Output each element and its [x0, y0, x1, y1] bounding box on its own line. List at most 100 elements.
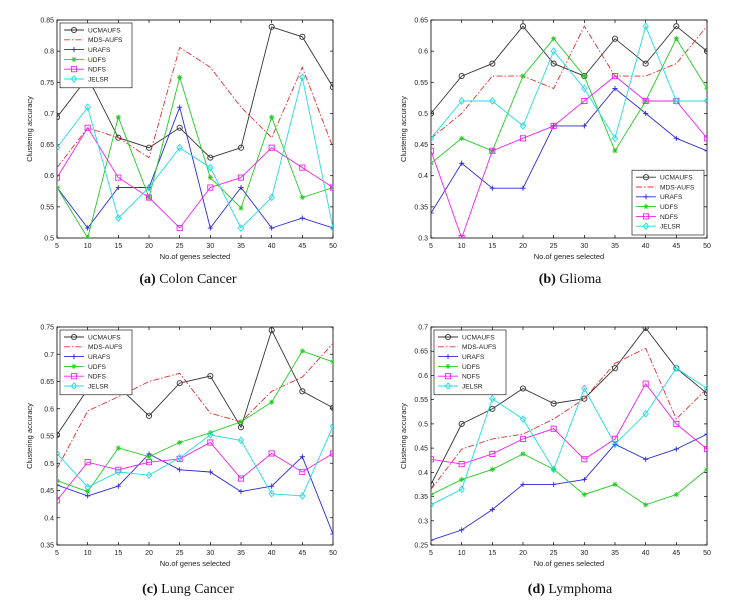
- x-tick-label-c-9: 50: [329, 550, 337, 557]
- legend-label-b-2: URAFS: [660, 194, 683, 201]
- data-point-d-ndfs-3: [519, 435, 527, 442]
- data-point-a-jelsr-7: [268, 193, 275, 202]
- legend-label-c-5: JELSR: [88, 383, 109, 390]
- x-tick-label-d-2: 15: [488, 550, 496, 557]
- data-point-d-ucmaufs-9: [703, 390, 707, 397]
- data-point-d-urafs-2: [489, 507, 495, 513]
- series-line-c-udfs: [57, 350, 333, 493]
- legend-marker-d-0: [444, 333, 452, 341]
- legend-label-c-4: NDFS: [88, 374, 107, 381]
- data-point-a-jelsr-2: [115, 214, 122, 222]
- legend-marker-c-0: [70, 333, 78, 341]
- data-point-b-urafs-2: [489, 185, 495, 191]
- y-tick-label-b-4: 0.5: [418, 111, 428, 118]
- x-tick-label-c-5: 30: [206, 550, 214, 557]
- legend-a: UCMAUFS MDS-AUFS URAFS UDFS NDFS JELSR: [59, 22, 133, 89]
- y-axis-label-d: Clustering accuracy: [399, 403, 408, 469]
- y-tick-label-b-7: 0.65: [414, 18, 428, 25]
- data-point-b-ndfs-5: [581, 97, 588, 105]
- data-point-a-udfs-5: [207, 174, 213, 181]
- data-point-b-udfs-8: [673, 36, 679, 42]
- y-tick-label-a-1: 0.55: [40, 204, 54, 211]
- data-point-d-jelsr-3: [519, 415, 527, 423]
- legend-marker-a-0: [70, 26, 78, 34]
- series-line-b-urafs: [431, 87, 707, 214]
- data-point-c-udfs-8: [299, 348, 305, 354]
- data-point-a-ndfs-3: [145, 194, 153, 201]
- series-group-b: [431, 22, 707, 238]
- data-point-c-urafs-5: [207, 469, 213, 475]
- data-point-d-ucmaufs-2: [489, 405, 496, 412]
- data-point-c-ucmaufs-6: [237, 424, 245, 431]
- data-point-d-jelsr-5: [581, 384, 588, 393]
- legend-marker-d-2: [445, 354, 451, 360]
- legend-label-d-3: UDFS: [462, 364, 481, 371]
- data-point-c-urafs-4: [177, 467, 183, 473]
- x-tick-label-b-5: 30: [580, 243, 588, 250]
- data-point-a-udfs-8: [299, 194, 305, 201]
- legend-marker-a-5: [70, 75, 78, 83]
- series-line-b-udfs: [431, 37, 707, 164]
- data-point-a-udfs-7: [269, 114, 275, 120]
- data-point-b-urafs-1: [459, 160, 465, 166]
- caption-d-label: (d): [527, 582, 545, 597]
- legend-marker-a-3: [71, 56, 77, 62]
- data-point-d-udfs-1: [459, 477, 465, 483]
- data-point-b-urafs-8: [673, 135, 679, 141]
- data-point-c-jelsr-9: [329, 422, 333, 431]
- data-point-b-jelsr-4: [550, 47, 557, 56]
- data-point-d-jelsr-1: [458, 485, 465, 494]
- data-point-d-ndfs-2: [489, 450, 496, 457]
- data-point-b-ucmaufs-4: [550, 60, 557, 67]
- data-point-c-urafs-2: [115, 483, 121, 489]
- x-tick-label-b-4: 25: [550, 243, 558, 250]
- data-point-c-ucmaufs-9: [329, 404, 333, 411]
- legend-label-a-4: NDFS: [88, 67, 107, 74]
- data-point-c-jelsr-5: [207, 430, 214, 439]
- data-point-d-urafs-3: [520, 481, 526, 488]
- series-line-d-ndfs: [431, 382, 707, 465]
- data-point-b-ucmaufs-2: [489, 60, 496, 67]
- data-point-a-ucmaufs-5: [207, 154, 214, 161]
- data-point-d-ndfs-4: [550, 425, 557, 432]
- y-tick-label-c-5: 0.6: [44, 406, 54, 413]
- legend-label-b-0: UCMAUFS: [660, 175, 693, 182]
- y-tick-label-b-5: 0.55: [414, 80, 428, 87]
- x-tick-label-c-6: 35: [237, 550, 245, 557]
- data-point-a-udfs-2: [115, 114, 121, 120]
- data-point-c-ucmaufs-7: [268, 327, 275, 334]
- data-point-b-udfs-1: [459, 135, 465, 141]
- y-tick-label-c-6: 0.65: [40, 379, 54, 386]
- data-point-d-ucmaufs-1: [458, 420, 465, 427]
- data-point-a-ucmaufs-0: [57, 114, 61, 121]
- y-tick-label-b-3: 0.45: [414, 142, 428, 149]
- caption-a-label: (a): [139, 272, 156, 287]
- series-line-c-jelsr: [57, 426, 333, 497]
- legend-marker-a-2: [71, 47, 77, 53]
- legend-label-b-3: UDFS: [660, 204, 679, 211]
- x-tick-label-b-8: 45: [672, 243, 680, 250]
- legend-label-a-1: MDS-AUFS: [88, 37, 123, 44]
- x-axis-label-c: No.of genes selected: [160, 559, 230, 568]
- data-point-d-udfs-5: [581, 492, 587, 498]
- legend-marker-d-3: [445, 363, 451, 369]
- legend-label-a-5: JELSR: [88, 76, 109, 83]
- data-point-d-ucmaufs-0: [431, 481, 435, 488]
- data-point-c-udfs-3: [146, 454, 152, 460]
- legend-marker-d-4: [444, 373, 452, 380]
- data-point-b-ucmaufs-1: [458, 73, 465, 80]
- data-point-c-ndfs-9: [329, 450, 333, 457]
- data-point-a-ndfs-6: [237, 174, 245, 181]
- legend-label-a-3: UDFS: [88, 57, 107, 64]
- data-point-a-urafs-5: [207, 225, 213, 231]
- data-point-a-ndfs-8: [299, 164, 306, 171]
- x-tick-label-a-3: 20: [145, 243, 153, 250]
- data-point-d-jelsr-7: [642, 409, 649, 418]
- data-point-a-ucmaufs-7: [268, 23, 275, 30]
- x-tick-label-a-6: 35: [237, 243, 245, 250]
- legend-marker-b-2: [643, 194, 649, 200]
- data-point-b-jelsr-0: [431, 134, 435, 143]
- series-line-d-ucmaufs: [431, 327, 707, 485]
- x-tick-label-d-7: 40: [642, 550, 650, 557]
- data-point-b-urafs-5: [581, 123, 587, 129]
